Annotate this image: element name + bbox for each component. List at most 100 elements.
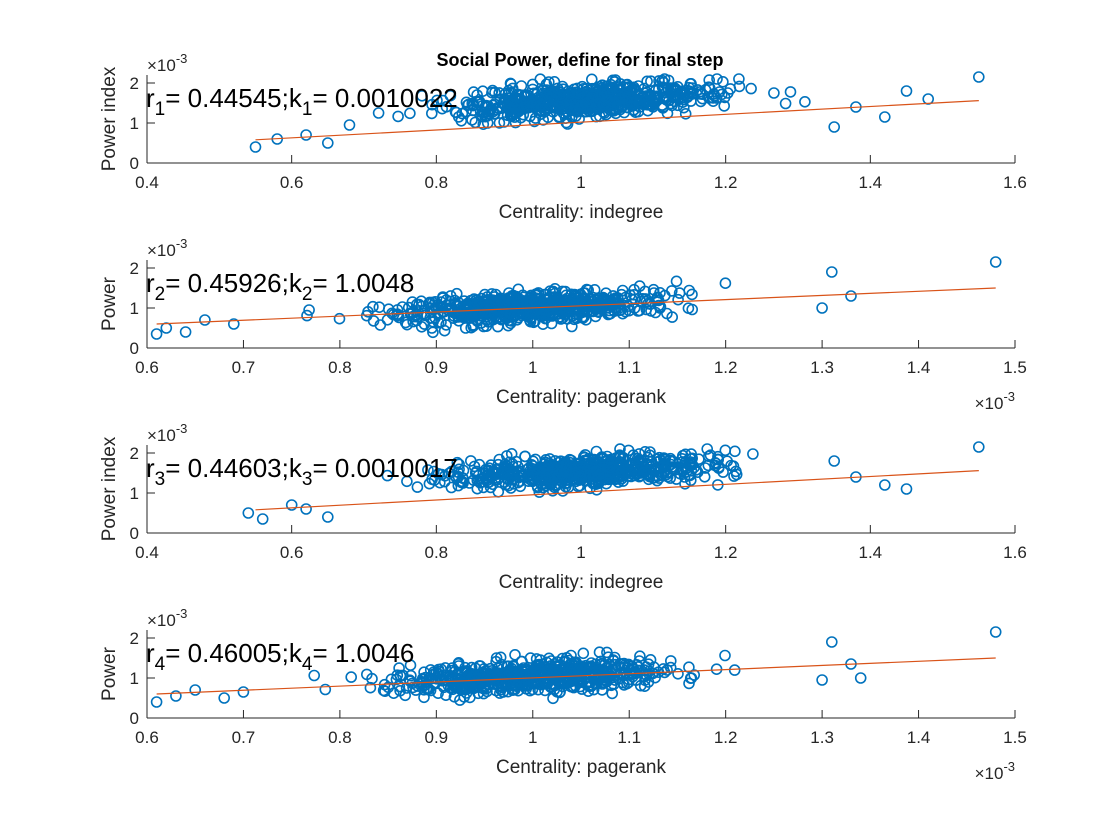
data-point bbox=[604, 461, 616, 474]
x-axis-label: Centrality: pagerank bbox=[496, 757, 667, 778]
data-point bbox=[825, 636, 838, 648]
data-point bbox=[321, 137, 334, 149]
data-point bbox=[922, 93, 935, 105]
x-axis-label: Centrality: pagerank bbox=[496, 387, 667, 408]
data-point bbox=[557, 457, 570, 470]
data-point bbox=[615, 465, 628, 478]
x-tick-label: 1.1 bbox=[617, 358, 641, 377]
data-point bbox=[492, 662, 504, 675]
x-tick-label: 1.4 bbox=[859, 173, 883, 192]
data-point bbox=[645, 91, 657, 103]
data-point bbox=[596, 676, 609, 689]
x-tick-label: 1.3 bbox=[810, 358, 834, 377]
data-point bbox=[462, 680, 475, 693]
x-tick-label: 1.6 bbox=[1003, 173, 1027, 192]
y-tick-label: 2 bbox=[130, 629, 139, 648]
data-point bbox=[664, 472, 677, 484]
data-point bbox=[300, 129, 312, 141]
x-tick-label: 1.2 bbox=[714, 358, 738, 377]
data-point bbox=[498, 116, 510, 128]
data-point bbox=[492, 669, 504, 682]
data-point bbox=[576, 683, 588, 695]
data-point bbox=[448, 294, 461, 307]
data-point bbox=[425, 302, 438, 315]
data-point bbox=[639, 668, 651, 681]
data-point bbox=[678, 460, 691, 473]
data-point bbox=[401, 475, 413, 488]
data-point bbox=[474, 660, 487, 672]
data-point bbox=[452, 111, 465, 123]
data-point bbox=[715, 88, 728, 101]
x-tick-label: 0.8 bbox=[328, 358, 352, 377]
data-point bbox=[608, 305, 621, 317]
data-point bbox=[301, 309, 313, 322]
data-point bbox=[622, 300, 635, 312]
data-point bbox=[228, 318, 240, 330]
data-point bbox=[418, 318, 431, 330]
correlation-annotation: r3= 0.44603;k3= 0.0010017 bbox=[146, 453, 458, 490]
data-point bbox=[542, 309, 555, 321]
data-point bbox=[702, 450, 715, 463]
data-point bbox=[416, 672, 429, 685]
data-point bbox=[552, 456, 565, 469]
data-point bbox=[508, 111, 521, 123]
data-point bbox=[392, 110, 404, 123]
y-tick-label: 2 bbox=[130, 444, 139, 463]
data-point bbox=[662, 83, 674, 95]
data-point bbox=[423, 477, 436, 490]
data-point bbox=[179, 326, 192, 338]
data-point bbox=[429, 311, 442, 324]
data-point bbox=[450, 287, 463, 300]
data-point bbox=[199, 314, 211, 326]
data-point bbox=[517, 306, 530, 319]
x-tick-label: 0.4 bbox=[135, 173, 159, 192]
fit-line bbox=[156, 657, 996, 695]
data-point bbox=[436, 102, 449, 115]
data-point bbox=[393, 680, 406, 693]
data-point bbox=[438, 475, 451, 488]
data-point bbox=[637, 466, 650, 479]
data-point bbox=[828, 121, 841, 133]
data-point bbox=[530, 101, 542, 113]
data-point bbox=[405, 669, 417, 682]
data-point bbox=[588, 283, 601, 296]
data-point bbox=[522, 674, 535, 686]
data-point bbox=[150, 696, 163, 708]
data-point bbox=[580, 99, 593, 111]
data-point bbox=[519, 450, 531, 463]
x-tick-label: 1.1 bbox=[617, 728, 641, 747]
data-point bbox=[427, 299, 440, 311]
data-point bbox=[523, 462, 535, 474]
data-point bbox=[686, 288, 698, 301]
data-point bbox=[319, 683, 332, 696]
data-point bbox=[565, 649, 577, 662]
data-point bbox=[502, 84, 515, 97]
x-tick-label: 0.6 bbox=[135, 358, 159, 377]
data-point bbox=[632, 105, 645, 118]
data-point bbox=[799, 96, 811, 108]
data-point bbox=[627, 83, 640, 95]
x-tick-label: 1.2 bbox=[714, 543, 738, 562]
data-point bbox=[425, 672, 438, 685]
data-point bbox=[745, 82, 757, 95]
data-point bbox=[506, 458, 519, 470]
data-point bbox=[551, 656, 564, 668]
data-point bbox=[667, 455, 679, 468]
data-point bbox=[479, 110, 492, 123]
data-point bbox=[630, 459, 643, 472]
data-point bbox=[577, 647, 590, 660]
data-point bbox=[561, 118, 574, 130]
data-point bbox=[825, 266, 838, 278]
data-point bbox=[733, 80, 746, 93]
data-point bbox=[458, 691, 471, 703]
x-tick-label: 1.3 bbox=[810, 728, 834, 747]
data-point bbox=[575, 676, 587, 689]
data-point bbox=[679, 477, 691, 490]
x-tick-label: 0.4 bbox=[135, 543, 159, 562]
data-point bbox=[719, 649, 731, 662]
subplot-3: 0.4 0.6 0.8 1 1.2 1.4 1.6 0 1 2 ×10-3 Centrality: i… bbox=[99, 421, 1027, 593]
data-point bbox=[733, 73, 745, 85]
data-point bbox=[189, 684, 201, 696]
scatter-markers bbox=[249, 71, 985, 153]
data-point bbox=[546, 673, 559, 686]
